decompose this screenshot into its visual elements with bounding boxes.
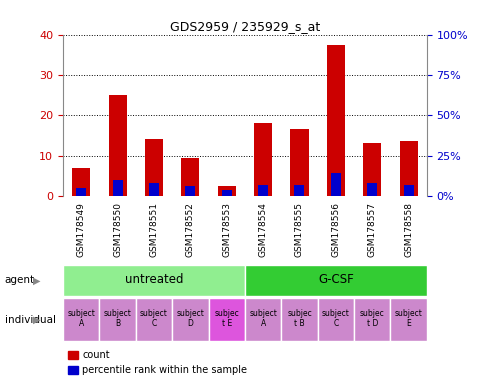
Text: ▶: ▶ <box>32 275 40 285</box>
Text: ▶: ▶ <box>32 314 40 325</box>
Bar <box>403 185 413 196</box>
Text: subject
E: subject E <box>394 309 422 328</box>
Text: subject
A: subject A <box>249 309 276 328</box>
Bar <box>172 298 208 341</box>
Bar <box>244 298 281 341</box>
Text: GSM178549: GSM178549 <box>76 202 86 257</box>
Text: GSM178555: GSM178555 <box>294 202 303 257</box>
Bar <box>76 188 86 196</box>
Text: GSM178552: GSM178552 <box>185 202 195 257</box>
Bar <box>149 183 159 196</box>
Bar <box>254 123 272 196</box>
Text: GSM178558: GSM178558 <box>403 202 412 257</box>
Bar <box>399 141 417 196</box>
Bar <box>185 186 195 196</box>
Text: subject
B: subject B <box>104 309 131 328</box>
Text: agent: agent <box>5 275 35 285</box>
Bar <box>136 298 172 341</box>
Text: GSM178556: GSM178556 <box>331 202 340 257</box>
Legend: count, percentile rank within the sample: count, percentile rank within the sample <box>68 351 247 375</box>
Text: subjec
t B: subjec t B <box>287 309 311 328</box>
Text: subject
C: subject C <box>321 309 349 328</box>
Bar <box>208 298 244 341</box>
Bar <box>317 298 353 341</box>
Text: GSM178550: GSM178550 <box>113 202 122 257</box>
Bar <box>326 45 344 196</box>
Text: subject
D: subject D <box>176 309 204 328</box>
Bar <box>108 95 126 196</box>
Text: G-CSF: G-CSF <box>318 273 353 286</box>
Bar <box>290 129 308 196</box>
Text: GSM178553: GSM178553 <box>222 202 231 257</box>
Text: subject
C: subject C <box>140 309 167 328</box>
Text: GSM178557: GSM178557 <box>367 202 376 257</box>
Bar <box>99 298 136 341</box>
Bar <box>390 298 426 341</box>
Bar <box>353 298 390 341</box>
Bar <box>330 173 340 196</box>
Text: subject
A: subject A <box>67 309 95 328</box>
Bar <box>294 185 304 196</box>
Bar <box>363 144 380 196</box>
Bar <box>221 190 231 196</box>
Bar <box>281 298 317 341</box>
Text: individual: individual <box>5 314 56 325</box>
Title: GDS2959 / 235929_s_at: GDS2959 / 235929_s_at <box>169 20 319 33</box>
Bar <box>63 265 244 296</box>
Bar <box>366 183 377 196</box>
Bar <box>217 186 235 196</box>
Bar <box>181 157 199 196</box>
Text: GSM178554: GSM178554 <box>258 202 267 257</box>
Text: untreated: untreated <box>124 273 183 286</box>
Text: GSM178551: GSM178551 <box>149 202 158 257</box>
Bar <box>63 298 99 341</box>
Bar <box>72 167 90 196</box>
Bar <box>112 180 122 196</box>
Text: subjec
t D: subjec t D <box>359 309 384 328</box>
Bar <box>257 185 268 196</box>
Bar <box>145 139 163 196</box>
Bar <box>244 265 426 296</box>
Text: subjec
t E: subjec t E <box>214 309 239 328</box>
